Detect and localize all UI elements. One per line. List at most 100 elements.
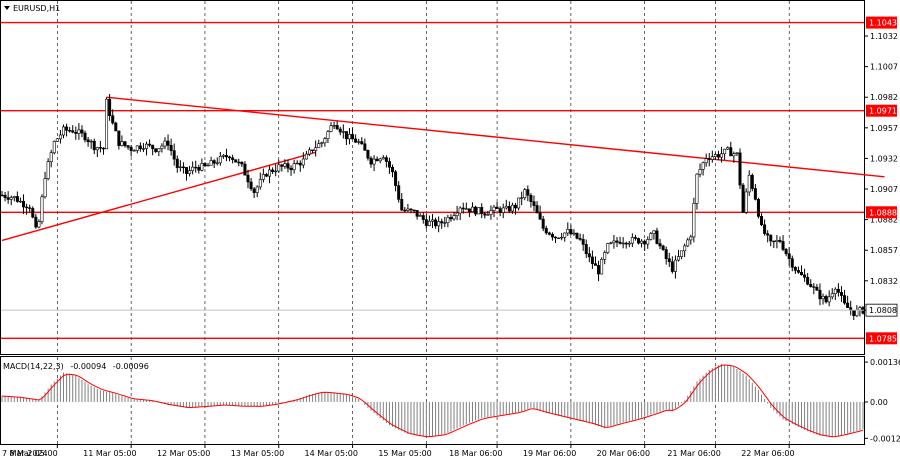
candle-body [756, 199, 760, 217]
candle-body [320, 142, 324, 145]
candle-body [609, 242, 613, 244]
candle-body [735, 152, 739, 155]
candle-body [46, 161, 50, 179]
candle-body [89, 140, 93, 143]
candle-body [400, 199, 404, 211]
candle-body [507, 206, 511, 212]
candle-body [799, 272, 803, 276]
candle-body [630, 237, 634, 244]
macd-name: MACD(14,22,3) [3, 362, 64, 371]
symbol-title-box[interactable] [2, 2, 56, 14]
candle-body [501, 207, 505, 213]
time-tick-label: 20 Mar 06:00 [597, 449, 650, 458]
price-tick-label: 1.0982 [870, 93, 898, 102]
candle-body [163, 140, 167, 147]
candle-body [406, 208, 410, 211]
candle-body [298, 162, 302, 166]
candle-body [729, 147, 733, 157]
trend-line[interactable] [1, 151, 316, 242]
candle-body [31, 208, 35, 218]
candle-body [252, 188, 256, 193]
candle-body [858, 307, 862, 311]
candle-body [535, 205, 539, 214]
candle-body [707, 158, 711, 160]
candle-body [255, 186, 259, 193]
candle-body [329, 125, 333, 132]
horizontal-levels[interactable] [1, 21, 864, 340]
candle-body [427, 220, 431, 226]
candle-body [246, 174, 250, 183]
candle-body [169, 144, 173, 151]
price-tick-label: 1.0832 [870, 277, 898, 286]
candle-body [126, 145, 130, 148]
candle-body [295, 162, 299, 165]
candle-body [3, 194, 7, 198]
candle-body [154, 148, 158, 152]
time-tick-label: 12 Mar 05:00 [157, 449, 210, 458]
candle-body [781, 241, 785, 250]
candle-body [181, 166, 185, 169]
candle-body [37, 221, 41, 228]
candle-body [301, 158, 305, 166]
candle-body [277, 164, 281, 172]
candle-body [464, 208, 468, 210]
macd-main-value: -0.00094 [70, 362, 106, 371]
candle-body [606, 243, 610, 253]
candle-body [114, 122, 118, 132]
candle-body [132, 150, 136, 152]
candle-body [763, 224, 767, 234]
candle-body [141, 148, 145, 150]
candle-body [760, 216, 764, 226]
candle-body [209, 160, 213, 166]
candle-body [15, 196, 19, 202]
candle-body [18, 200, 22, 203]
candle-body [824, 296, 828, 303]
price-tick-label: 1.1032 [870, 32, 898, 41]
candle-body [391, 166, 395, 173]
time-tick-label: 11 Mar 05:00 [83, 449, 136, 458]
candle-body [689, 236, 693, 241]
dropdown-triangle-icon[interactable] [4, 6, 10, 10]
candle-body [22, 200, 26, 208]
candle-body [412, 209, 416, 212]
candle-body [637, 238, 641, 244]
candle-body [664, 249, 668, 259]
candle-body [111, 115, 115, 124]
time-tick-label: 19 Mar 06:00 [523, 449, 576, 458]
candle-body [369, 157, 373, 165]
candle-body [61, 126, 65, 136]
candle-body [289, 167, 293, 171]
candle-body [449, 217, 453, 220]
candle-body [292, 163, 296, 171]
trend-lines[interactable] [1, 96, 885, 242]
candle-body [0, 194, 4, 197]
candle-body [12, 196, 16, 198]
candle-body [492, 206, 496, 211]
level-tag-label: 1.1043 [869, 19, 897, 28]
candle-body [347, 133, 351, 140]
candle-body [526, 189, 530, 196]
candle-body [575, 232, 579, 239]
candle-body [280, 164, 284, 167]
candle-body [424, 219, 428, 226]
candle-body [839, 292, 843, 296]
candle-body [105, 98, 109, 150]
candle-body [523, 189, 527, 199]
candle-body [341, 131, 345, 133]
candle-body [197, 167, 201, 171]
candle-body [283, 163, 287, 167]
candle-body [590, 256, 594, 264]
candle-body [344, 131, 348, 140]
time-tick-label: 7 Mar 2024 [2, 449, 48, 458]
candle-body [821, 296, 825, 300]
candle-body [615, 240, 619, 243]
candle-body [148, 143, 152, 146]
candle-body [784, 249, 788, 255]
candle-body [633, 237, 637, 239]
candle-body [80, 129, 84, 134]
trend-line[interactable] [106, 96, 885, 178]
candle-body [200, 163, 204, 171]
candle-body [166, 140, 170, 146]
candle-body [95, 147, 99, 151]
candle-body [750, 174, 754, 189]
